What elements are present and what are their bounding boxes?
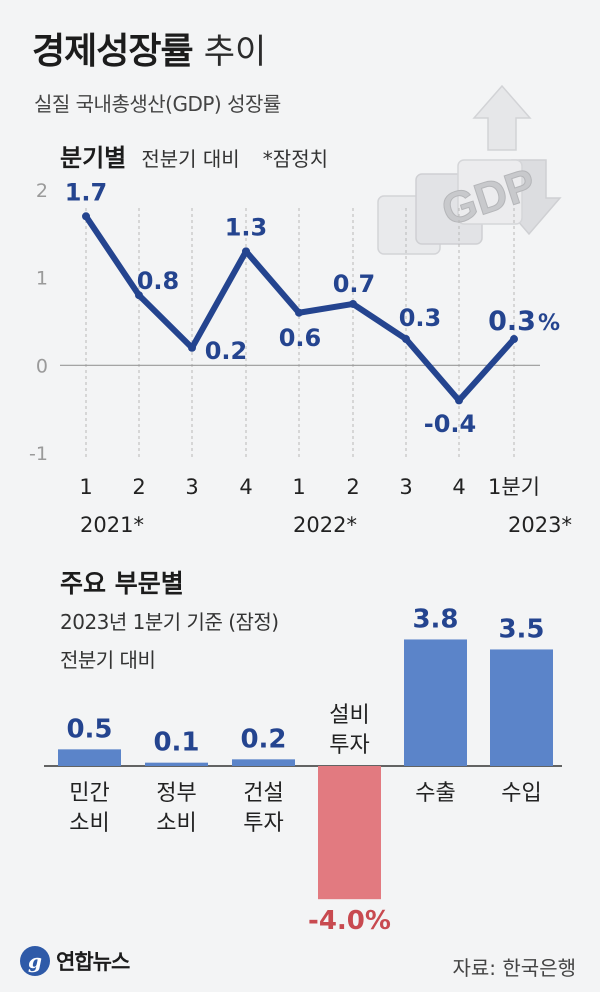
data-point [455, 396, 463, 405]
bar [232, 759, 295, 766]
x-tick-label: 4 [452, 475, 465, 499]
quarterly-title: 분기별 [60, 144, 127, 172]
gdp-block-3 [457, 159, 523, 225]
x-tick-label: 1분기 [488, 475, 540, 499]
logo-icon: g [20, 946, 50, 976]
data-label: 0.8 [137, 267, 180, 295]
quarterly-heading: 분기별 전분기 대비 *잠정치 [60, 138, 328, 173]
bar-value-label: -4.0% [308, 906, 391, 936]
x-tick-label: 1 [79, 475, 92, 499]
logo-text: 연합뉴스 [56, 950, 130, 974]
quarterly-note: *잠정치 [262, 147, 328, 171]
bar [145, 762, 208, 766]
data-point [510, 335, 518, 344]
data-point [402, 335, 410, 344]
year-label: 2021* [80, 513, 144, 537]
quarterly-line-chart: 2 1 0 -1 1 2 3 4 1 2 3 4 1분기 2021* 2022* 2023* 1.7 0.8 0.2… [29, 178, 572, 537]
bar-value-label: 3.8 [412, 604, 458, 634]
title-main: 경제성장률 [32, 31, 194, 72]
data-label-last: 0.3 [488, 306, 536, 337]
data-point [295, 308, 303, 317]
data-label: -0.4 [424, 410, 476, 438]
data-label: 0.2 [205, 337, 248, 365]
data-label: 1.3 [225, 213, 268, 241]
bar-category-label: 투자 [329, 733, 369, 758]
sector-basis: 전분기 대비 [60, 648, 156, 672]
subtitle: 실질 국내총생산(GDP) 성장률 [34, 92, 281, 116]
x-tick-label: 3 [399, 475, 412, 499]
data-point [135, 291, 143, 300]
bar-category-label: 민간 [69, 781, 109, 806]
year-label: 2022* [293, 513, 357, 537]
bar [58, 749, 121, 766]
data-label: 0.6 [279, 324, 322, 352]
data-label: 0.3 [399, 304, 442, 332]
bar-category-label: 소비 [156, 811, 196, 836]
data-label: 0.7 [333, 270, 376, 298]
bar-category-label: 수입 [501, 781, 541, 806]
x-tick-label: 2 [132, 475, 145, 499]
bar-category-label: 정부 [156, 781, 196, 806]
bar [318, 766, 381, 900]
arrow-icon [472, 84, 532, 151]
y-tick-label: 1 [36, 268, 48, 290]
page-title: 경제성장률 추이 [32, 22, 266, 74]
x-tick-label: 2 [346, 475, 359, 499]
y-tick-label: -1 [29, 443, 48, 465]
bar-category-label: 소비 [69, 811, 109, 836]
data-label-unit: % [538, 311, 560, 336]
x-tick-label: 1 [292, 475, 305, 499]
bar-category-label: 건설 [243, 781, 283, 806]
bar-value-label: 3.5 [498, 614, 544, 644]
x-tick-label: 4 [239, 475, 252, 499]
data-point [242, 247, 250, 256]
bar-category-label: 설비 [329, 703, 369, 728]
y-tick-label: 0 [36, 355, 48, 377]
sector-subtitle: 2023년 1분기 기준 (잠정) [60, 610, 279, 634]
gdp-decoration: GDP [377, 84, 562, 255]
data-point [188, 343, 196, 352]
bar-category-label: 투자 [243, 811, 283, 836]
data-label: 1.7 [65, 178, 108, 206]
year-label: 2023* [508, 513, 572, 537]
y-tick-label: 2 [36, 180, 48, 202]
bar-value-label: 0.1 [153, 728, 199, 758]
bar-value-label: 0.5 [66, 714, 112, 744]
x-tick-label: 3 [185, 475, 198, 499]
title-sub: 추이 [203, 32, 267, 72]
bar-category-label: 수출 [415, 781, 455, 806]
bar-value-label: 0.2 [240, 724, 286, 754]
quarterly-basis: 전분기 대비 [141, 147, 240, 171]
bar [490, 649, 553, 766]
data-point [349, 299, 357, 308]
data-point [82, 212, 90, 221]
source-note: 자료: 한국은행 [452, 956, 577, 980]
sector-title: 주요 부문별 [60, 569, 184, 598]
yonhap-logo: g 연합뉴스 [20, 946, 130, 976]
bar [404, 639, 467, 766]
